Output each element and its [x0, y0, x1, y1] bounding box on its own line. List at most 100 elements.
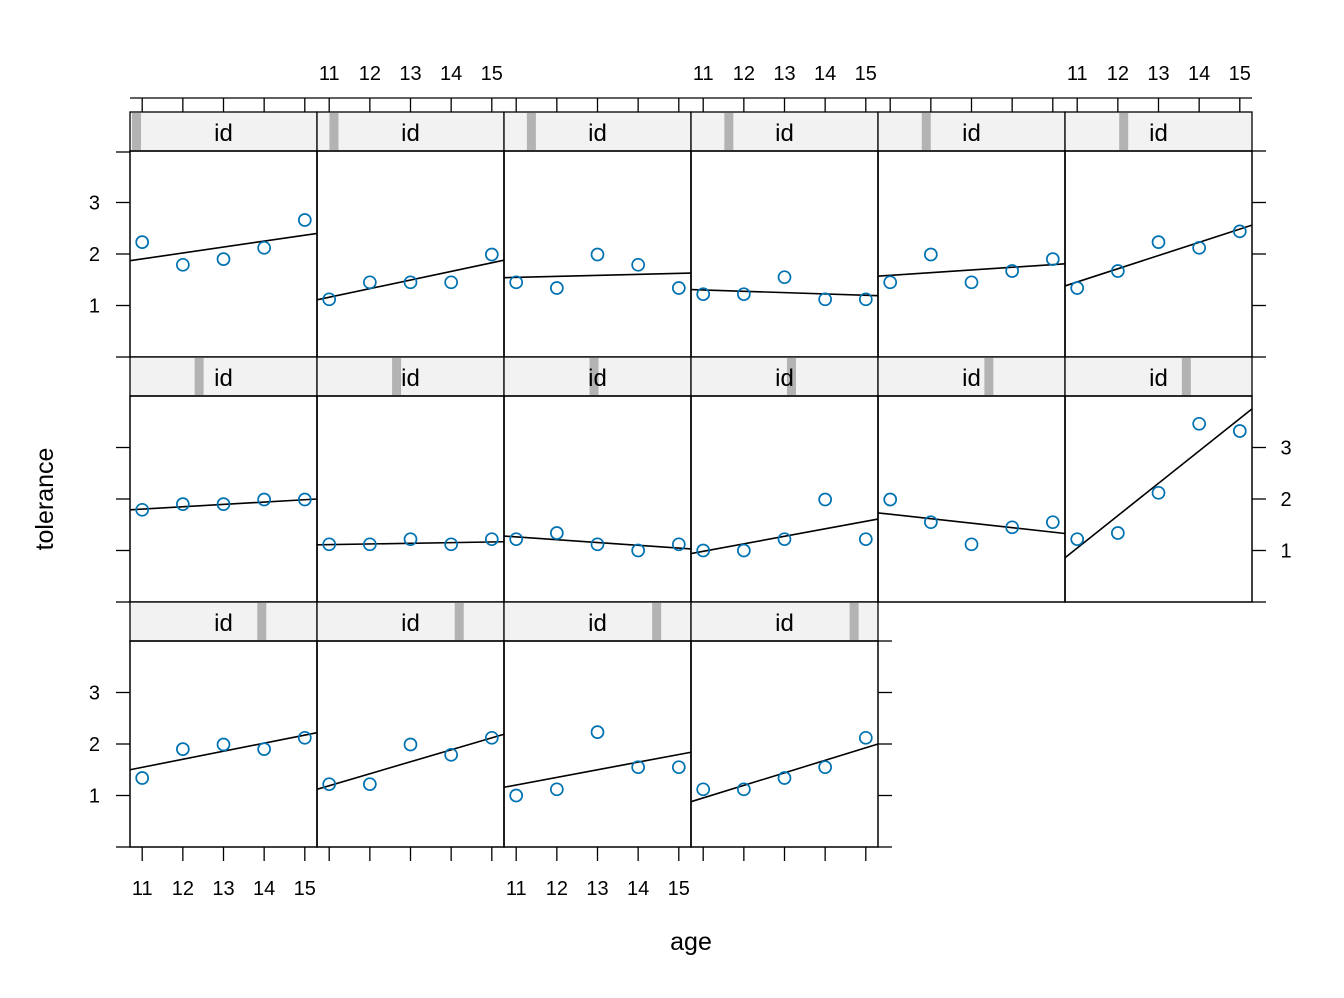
data-point	[444, 537, 459, 552]
strip-level-marker	[849, 603, 859, 640]
panel-14: id	[316, 601, 505, 848]
fit-line	[316, 733, 505, 791]
strip-label: id	[401, 610, 420, 637]
data-point	[818, 292, 833, 307]
data-point	[883, 492, 898, 507]
strip-background	[690, 601, 879, 642]
x-axis-title: age	[670, 928, 712, 956]
data-point	[1110, 264, 1125, 278]
data-point	[135, 235, 150, 250]
fit-line	[877, 262, 1066, 277]
panel-frame	[129, 150, 318, 358]
data-point	[484, 247, 499, 262]
strip-level-marker	[1181, 358, 1191, 395]
data-point	[736, 543, 751, 558]
x-tick-label: 15	[481, 63, 503, 85]
x-tick-label: 13	[773, 63, 795, 85]
data-point	[736, 782, 751, 797]
data-point	[135, 502, 150, 517]
data-point	[858, 532, 873, 547]
data-point	[777, 270, 792, 285]
fit-line	[690, 288, 879, 297]
data-point	[135, 771, 150, 785]
strip-level-marker	[652, 603, 662, 640]
fit-line	[1064, 224, 1253, 287]
strip-label: id	[962, 365, 981, 392]
x-tick-label: 12	[172, 878, 194, 900]
data-point	[297, 730, 312, 745]
strip-level-marker	[589, 358, 599, 395]
x-tick-label: 12	[733, 63, 755, 85]
data-point	[403, 532, 418, 547]
x-tick-label: 14	[627, 878, 649, 900]
fit-line	[316, 259, 505, 301]
panel-10: id	[690, 356, 879, 603]
data-point	[549, 782, 564, 797]
data-point	[590, 537, 605, 552]
data-point	[216, 252, 231, 266]
panel-frame	[1064, 150, 1253, 358]
panel-frame	[503, 150, 692, 358]
data-point	[549, 526, 564, 540]
data-point	[1045, 252, 1060, 266]
data-point	[923, 515, 938, 530]
panel-frame	[316, 640, 505, 848]
strip-label: id	[962, 120, 981, 147]
y-tick-label: 1	[1280, 541, 1291, 563]
fit-line	[503, 751, 692, 789]
data-point	[1151, 485, 1166, 500]
data-point	[257, 492, 272, 507]
data-point	[736, 287, 751, 302]
data-point	[444, 747, 459, 762]
strip-level-marker	[984, 358, 994, 395]
strip-label: id	[401, 120, 420, 147]
panels-layer: id id id id id id id id id id id id id id id id	[129, 111, 1253, 848]
strip-background	[316, 356, 505, 397]
data-point	[631, 760, 646, 775]
x-tick-label: 13	[586, 878, 608, 900]
panel-frame	[129, 640, 318, 848]
data-point	[964, 537, 979, 552]
data-point	[297, 213, 312, 227]
strip-level-marker	[392, 358, 402, 395]
panel-16: id	[690, 601, 879, 848]
y-axis-title: tolerance	[31, 448, 59, 551]
x-tick-label: 13	[399, 63, 421, 85]
strip-label: id	[588, 610, 607, 637]
strip-background	[129, 601, 318, 642]
data-point	[1070, 281, 1085, 295]
data-point	[444, 275, 459, 290]
data-point	[696, 782, 711, 797]
panel-9: id	[503, 356, 692, 603]
strip-label: id	[775, 365, 794, 392]
data-point	[631, 543, 646, 558]
strip-level-marker	[921, 113, 931, 150]
strip-level-marker	[329, 113, 339, 150]
panel-15: id	[503, 601, 692, 848]
data-point	[484, 532, 499, 547]
strip-level-marker	[526, 113, 536, 150]
data-point	[322, 292, 337, 307]
x-tick-label: 14	[814, 63, 836, 85]
strip-label: id	[775, 120, 794, 147]
y-tick-label: 2	[89, 734, 100, 756]
fit-line	[316, 540, 505, 546]
panel-11: id	[877, 356, 1066, 603]
data-point	[175, 497, 190, 511]
strip-background	[690, 111, 879, 152]
strip-label: id	[401, 365, 420, 392]
data-point	[216, 737, 231, 752]
data-point	[484, 730, 499, 745]
strip-label: id	[588, 120, 607, 147]
strip-label: id	[214, 120, 233, 147]
data-point	[403, 275, 418, 290]
data-point	[216, 497, 231, 511]
strip-level-marker	[724, 113, 734, 150]
strip-background	[1064, 356, 1253, 397]
data-point	[175, 257, 190, 272]
x-tick-label: 14	[1188, 63, 1210, 85]
x-tick-label: 12	[1107, 63, 1129, 85]
panel-3: id	[503, 111, 692, 358]
x-tick-label: 12	[546, 878, 568, 900]
